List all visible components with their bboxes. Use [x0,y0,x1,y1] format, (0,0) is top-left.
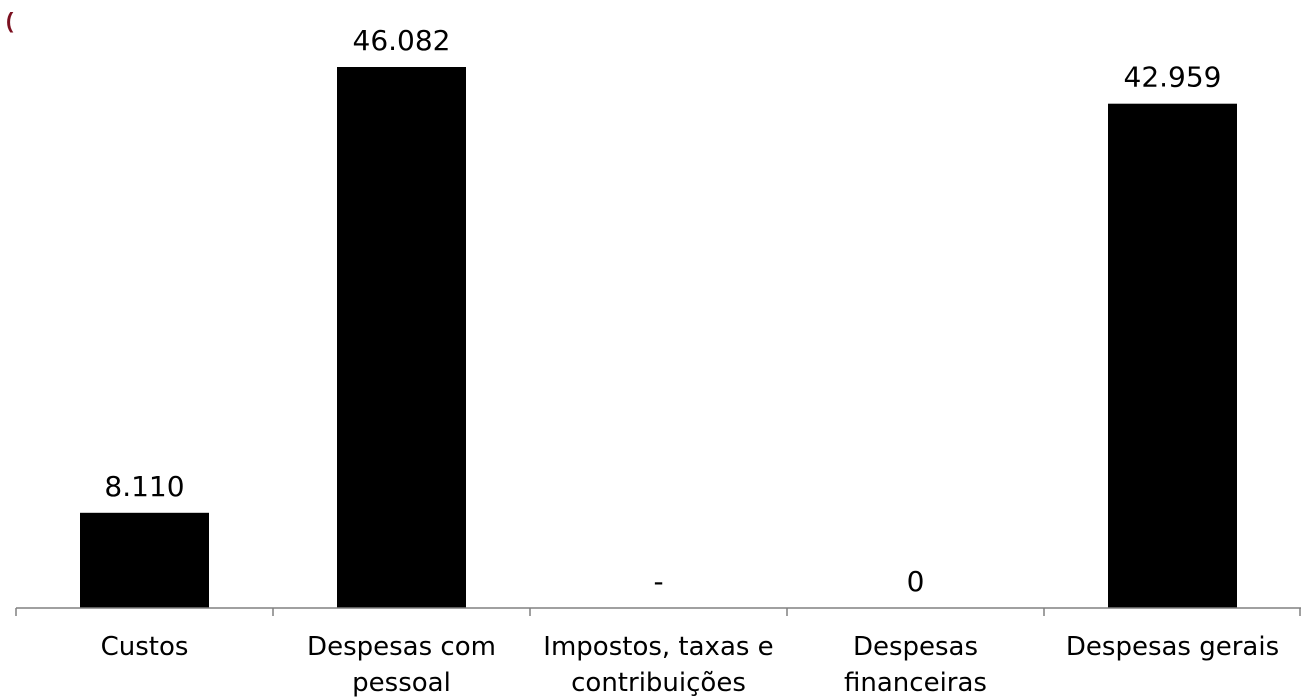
category-label-line: Impostos, taxas e [543,632,773,662]
category-label-line: Custos [101,632,189,662]
category-label-impostos-taxas-e-contribuicoes: Impostos, taxas e contribuições [543,632,773,698]
category-label-despesas-com-pessoal: Despesas com pessoal [307,632,496,698]
bar-despesas-gerais [1108,103,1237,608]
category-label-custos: Custos [101,632,189,662]
bar-despesas-com-pessoal [337,67,466,608]
category-label-line: Despesas gerais [1066,632,1279,662]
category-label-despesas-financeiras: Despesas financeiras [844,632,987,698]
value-label-despesas-financeiras: 0 [907,565,925,598]
value-label-custos: 8.110 [104,470,184,503]
corner-mark: ( [6,8,14,33]
x-axis [15,607,1301,616]
category-label-line: financeiras [844,668,987,698]
value-label-despesas-gerais: 42.959 [1124,61,1222,94]
category-label-line: contribuições [571,668,746,698]
category-label-line: Despesas [853,632,978,662]
category-label-line: Despesas com [307,632,496,662]
bar-custos [80,512,209,608]
category-labels-group: Custos Despesas com pessoal Impostos, taxas… [101,632,1280,698]
value-labels-group: 8.110 46.082 - 0 42.959 [104,24,1221,598]
value-label-impostos-taxas-e-contribuicoes: - [653,565,663,598]
value-label-despesas-com-pessoal: 46.082 [353,24,451,57]
category-label-line: pessoal [352,668,451,698]
bars-group [80,67,1237,608]
category-label-despesas-gerais: Despesas gerais [1066,632,1279,662]
